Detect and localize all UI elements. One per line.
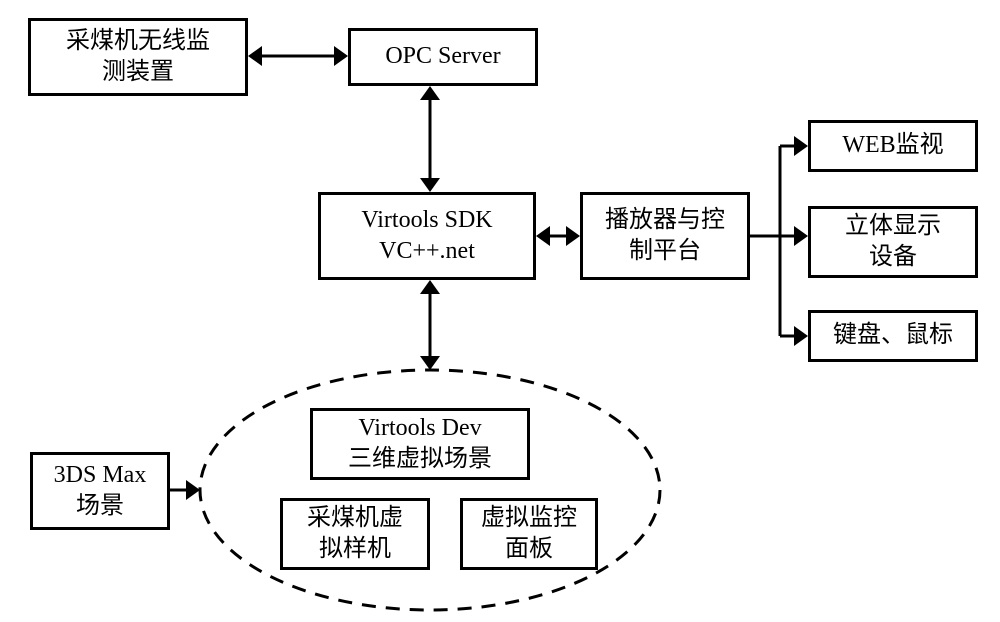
- node-label: OPC Server: [385, 41, 500, 72]
- node-label: 3DS Max场景: [54, 460, 147, 522]
- node-stereo: 立体显示设备: [808, 206, 978, 278]
- node-web: WEB监视: [808, 120, 978, 172]
- node-proto: 采煤机虚拟样机: [280, 498, 430, 570]
- node-dev: Virtools Dev三维虚拟场景: [310, 408, 530, 480]
- node-label: 采煤机虚拟样机: [307, 503, 403, 565]
- node-max: 3DS Max场景: [30, 452, 170, 530]
- node-sdk: Virtools SDKVC++.net: [318, 192, 536, 280]
- node-player: 播放器与控制平台: [580, 192, 750, 280]
- node-label: 键盘、鼠标: [833, 320, 953, 351]
- node-label: 播放器与控制平台: [605, 205, 725, 267]
- node-opc: OPC Server: [348, 28, 538, 86]
- node-panel: 虚拟监控面板: [460, 498, 598, 570]
- node-label: Virtools Dev三维虚拟场景: [348, 413, 492, 475]
- node-label: 采煤机无线监测装置: [66, 26, 210, 88]
- node-label: 虚拟监控面板: [481, 503, 577, 565]
- node-label: Virtools SDKVC++.net: [361, 205, 492, 267]
- node-shearer: 采煤机无线监测装置: [28, 18, 248, 96]
- node-kb: 键盘、鼠标: [808, 310, 978, 362]
- node-label: WEB监视: [842, 130, 943, 161]
- node-label: 立体显示设备: [845, 211, 941, 273]
